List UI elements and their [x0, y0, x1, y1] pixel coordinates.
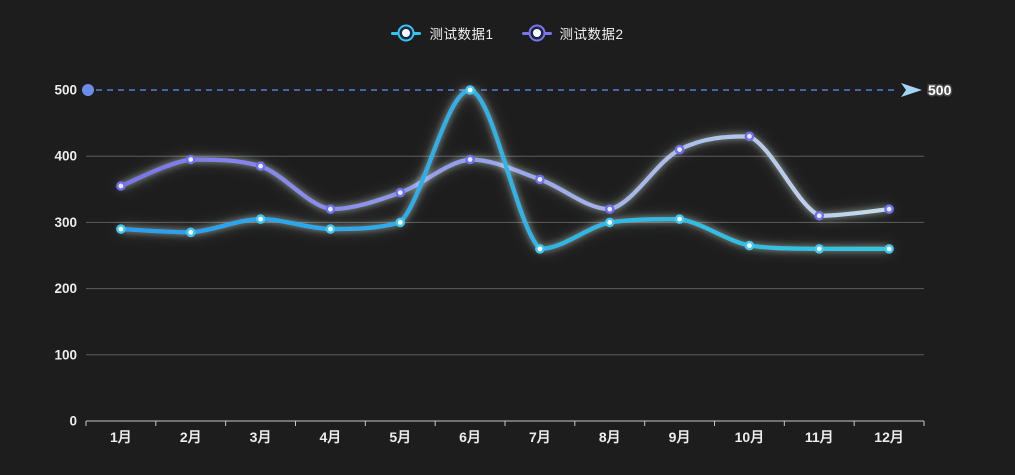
- series1-point-2月[interactable]: [185, 227, 196, 238]
- y-axis-label-300: 300: [54, 215, 77, 230]
- legend-item-series1[interactable]: 测试数据1: [391, 23, 493, 43]
- x-axis-label-10月: 10月: [735, 429, 765, 445]
- series1-point-1月[interactable]: [116, 224, 126, 234]
- y-axis-label-100: 100: [54, 347, 77, 362]
- series1-point-5月[interactable]: [395, 217, 406, 228]
- x-axis-label-1月: 1月: [110, 429, 132, 445]
- markline-label: 500: [928, 82, 952, 98]
- legend-item-series2[interactable]: 测试数据2: [521, 23, 624, 43]
- series2-legend-marker-icon: [521, 26, 552, 41]
- x-axis-label-5月: 5月: [389, 429, 411, 445]
- x-axis-label-8月: 8月: [599, 429, 621, 445]
- series2-point-11月[interactable]: [814, 210, 825, 221]
- legend: 测试数据1 测试数据2: [0, 23, 1015, 43]
- x-axis-label-7月: 7月: [529, 429, 551, 445]
- x-axis-label-11月: 11月: [805, 429, 834, 445]
- series2-point-6月[interactable]: [465, 154, 475, 165]
- x-axis-label-6月: 6月: [459, 429, 481, 445]
- series2-point-8月[interactable]: [604, 204, 615, 214]
- series2-point-9月[interactable]: [674, 144, 685, 155]
- series2-point-4月[interactable]: [325, 204, 336, 214]
- x-axis-label-3月: 3月: [250, 429, 272, 445]
- series2-point-12月[interactable]: [884, 204, 894, 214]
- series1-point-6月[interactable]: [465, 85, 475, 95]
- markline-dot-icon: [82, 84, 94, 96]
- series1-legend-marker-icon: [391, 26, 422, 41]
- y-axis-label-0: 0: [69, 414, 77, 429]
- markline-arrow-icon: [901, 83, 922, 97]
- series1-legend-dot-icon: [402, 29, 411, 37]
- series2-point-7月[interactable]: [535, 174, 545, 185]
- x-axis-label-12月: 12月: [874, 429, 904, 445]
- series2-legend-dot-icon: [532, 29, 541, 37]
- y-axis-label-500: 500: [54, 83, 77, 98]
- series1-point-9月[interactable]: [674, 214, 685, 224]
- series2-point-3月[interactable]: [255, 161, 266, 171]
- series2-point-1月[interactable]: [116, 181, 126, 191]
- series2-point-2月[interactable]: [185, 154, 196, 165]
- x-axis-label-9月: 9月: [669, 429, 691, 445]
- series1-point-12月[interactable]: [884, 244, 894, 254]
- series2-point-5月[interactable]: [395, 187, 406, 198]
- series1-point-3月[interactable]: [255, 214, 266, 224]
- series1-line[interactable]: [118, 87, 892, 251]
- series1-point-4月[interactable]: [325, 224, 336, 234]
- series1-point-11月[interactable]: [814, 244, 825, 254]
- y-axis-label-200: 200: [54, 281, 77, 296]
- x-axis-label-2月: 2月: [180, 429, 202, 445]
- legend-label-series2: 测试数据2: [559, 27, 624, 42]
- y-axis-label-400: 400: [54, 149, 77, 164]
- series2-line[interactable]: [118, 134, 892, 218]
- series2-point-10月[interactable]: [744, 131, 755, 142]
- x-axis-label-4月: 4月: [320, 429, 342, 445]
- series1-point-8月[interactable]: [604, 217, 615, 228]
- series1-point-7月[interactable]: [535, 244, 545, 254]
- legend-label-series1: 测试数据1: [429, 27, 494, 42]
- series1-point-10月[interactable]: [744, 240, 755, 251]
